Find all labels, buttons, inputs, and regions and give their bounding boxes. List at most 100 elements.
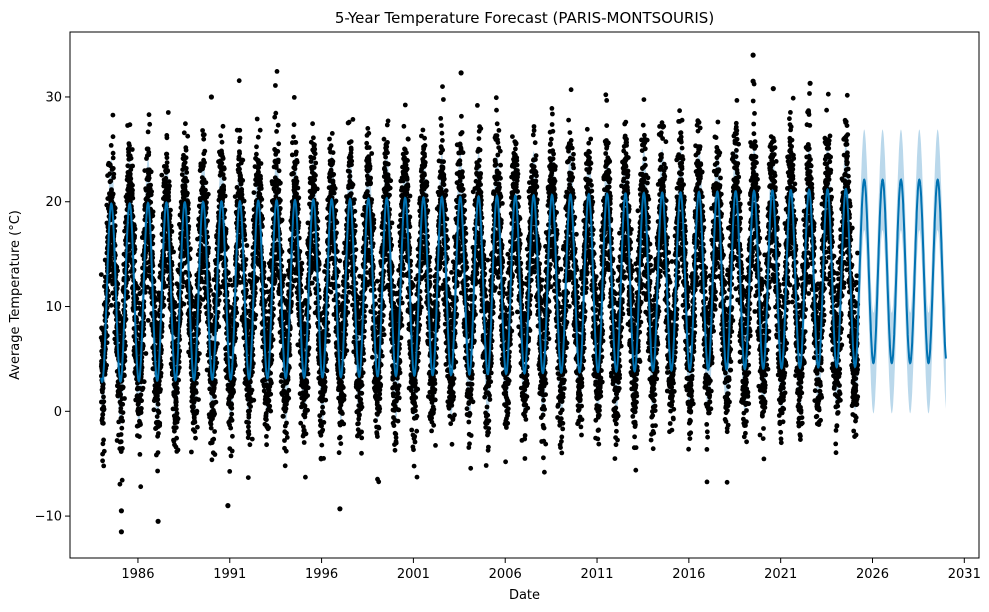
- observed-point: [348, 154, 354, 160]
- observed-point: [227, 469, 233, 474]
- observed-point: [220, 172, 226, 177]
- observed-point: [122, 373, 127, 379]
- observed-point: [341, 393, 347, 399]
- observed-point: [228, 453, 234, 459]
- observed-point: [164, 283, 169, 289]
- observed-point: [193, 390, 199, 395]
- observed-point: [273, 83, 278, 88]
- observed-point: [330, 178, 336, 184]
- observed-point: [311, 135, 316, 141]
- observed-point: [347, 173, 353, 179]
- observed-point: [155, 468, 161, 474]
- observed-point: [150, 209, 156, 215]
- observed-point: [110, 134, 116, 140]
- observed-point: [101, 437, 106, 443]
- observed-point: [246, 414, 252, 420]
- observed-point: [275, 149, 281, 154]
- observed-point: [111, 175, 116, 180]
- observed-point: [348, 191, 354, 197]
- observed-point: [312, 142, 317, 148]
- observed-point: [229, 405, 235, 411]
- observed-point: [219, 160, 225, 166]
- observed-point: [255, 276, 260, 282]
- observed-point: [236, 274, 242, 279]
- observed-point: [139, 398, 145, 404]
- observed-point: [258, 161, 264, 166]
- observed-point: [129, 147, 135, 152]
- observed-point: [127, 122, 133, 128]
- observed-point: [313, 173, 318, 178]
- observed-point: [118, 432, 124, 437]
- observed-point: [110, 166, 116, 171]
- observed-point: [120, 446, 125, 451]
- observed-point: [101, 420, 106, 426]
- observed-point: [291, 171, 296, 177]
- observed-point: [145, 318, 151, 323]
- observed-point: [217, 290, 223, 296]
- observed-point: [327, 136, 332, 142]
- observed-point: [130, 195, 136, 201]
- observed-point: [202, 160, 207, 166]
- observed-point: [159, 172, 165, 178]
- observed-point: [193, 435, 198, 441]
- observed-point: [330, 159, 336, 164]
- observed-point: [246, 420, 252, 425]
- observed-point: [291, 134, 296, 140]
- observed-point: [156, 431, 161, 436]
- observed-point: [137, 452, 143, 457]
- observed-point: [174, 410, 180, 416]
- observed-point: [237, 151, 243, 156]
- observed-point: [145, 129, 151, 135]
- observed-point: [164, 135, 170, 141]
- observed-point: [286, 387, 292, 393]
- observed-point: [184, 178, 190, 184]
- observed-point: [275, 157, 281, 163]
- observed-point: [284, 420, 289, 426]
- observed-point: [328, 167, 334, 173]
- observed-point: [237, 127, 243, 133]
- observed-point: [222, 193, 228, 199]
- observed-point: [140, 385, 146, 391]
- observed-point: [107, 273, 113, 279]
- observed-point: [304, 380, 310, 385]
- observed-point: [117, 313, 123, 319]
- observed-point: [278, 198, 283, 203]
- observed-point: [282, 463, 288, 469]
- observed-point: [110, 191, 116, 197]
- observed-point: [337, 434, 343, 440]
- observed-point: [225, 270, 231, 275]
- observed-point: [254, 116, 260, 122]
- observed-point: [138, 392, 144, 398]
- observed-point: [251, 397, 257, 403]
- observed-point: [155, 397, 161, 402]
- observed-point: [253, 312, 259, 318]
- observed-point: [130, 187, 135, 193]
- observed-point: [191, 404, 196, 410]
- observed-point: [322, 384, 328, 390]
- observed-point: [100, 458, 105, 464]
- observed-point: [314, 186, 320, 192]
- observed-point: [209, 457, 215, 463]
- observed-point: [208, 425, 214, 431]
- observed-point: [266, 398, 272, 404]
- observed-point: [219, 139, 225, 145]
- observed-point: [221, 176, 227, 181]
- observed-point: [197, 351, 202, 356]
- observed-point: [276, 187, 282, 193]
- observed-point: [111, 171, 117, 177]
- observed-point: [117, 481, 123, 487]
- observed-point: [227, 277, 233, 283]
- observed-point: [189, 449, 194, 455]
- observed-point: [110, 112, 116, 118]
- observed-point: [268, 391, 274, 397]
- observed-point: [331, 172, 337, 177]
- observed-point: [236, 78, 242, 84]
- observed-point: [167, 183, 172, 189]
- observed-point: [284, 430, 289, 436]
- observed-point: [259, 197, 265, 202]
- observed-point: [109, 187, 114, 193]
- observed-point: [110, 155, 116, 161]
- observed-point: [301, 440, 307, 445]
- observed-point: [100, 381, 106, 387]
- observed-point: [293, 149, 299, 155]
